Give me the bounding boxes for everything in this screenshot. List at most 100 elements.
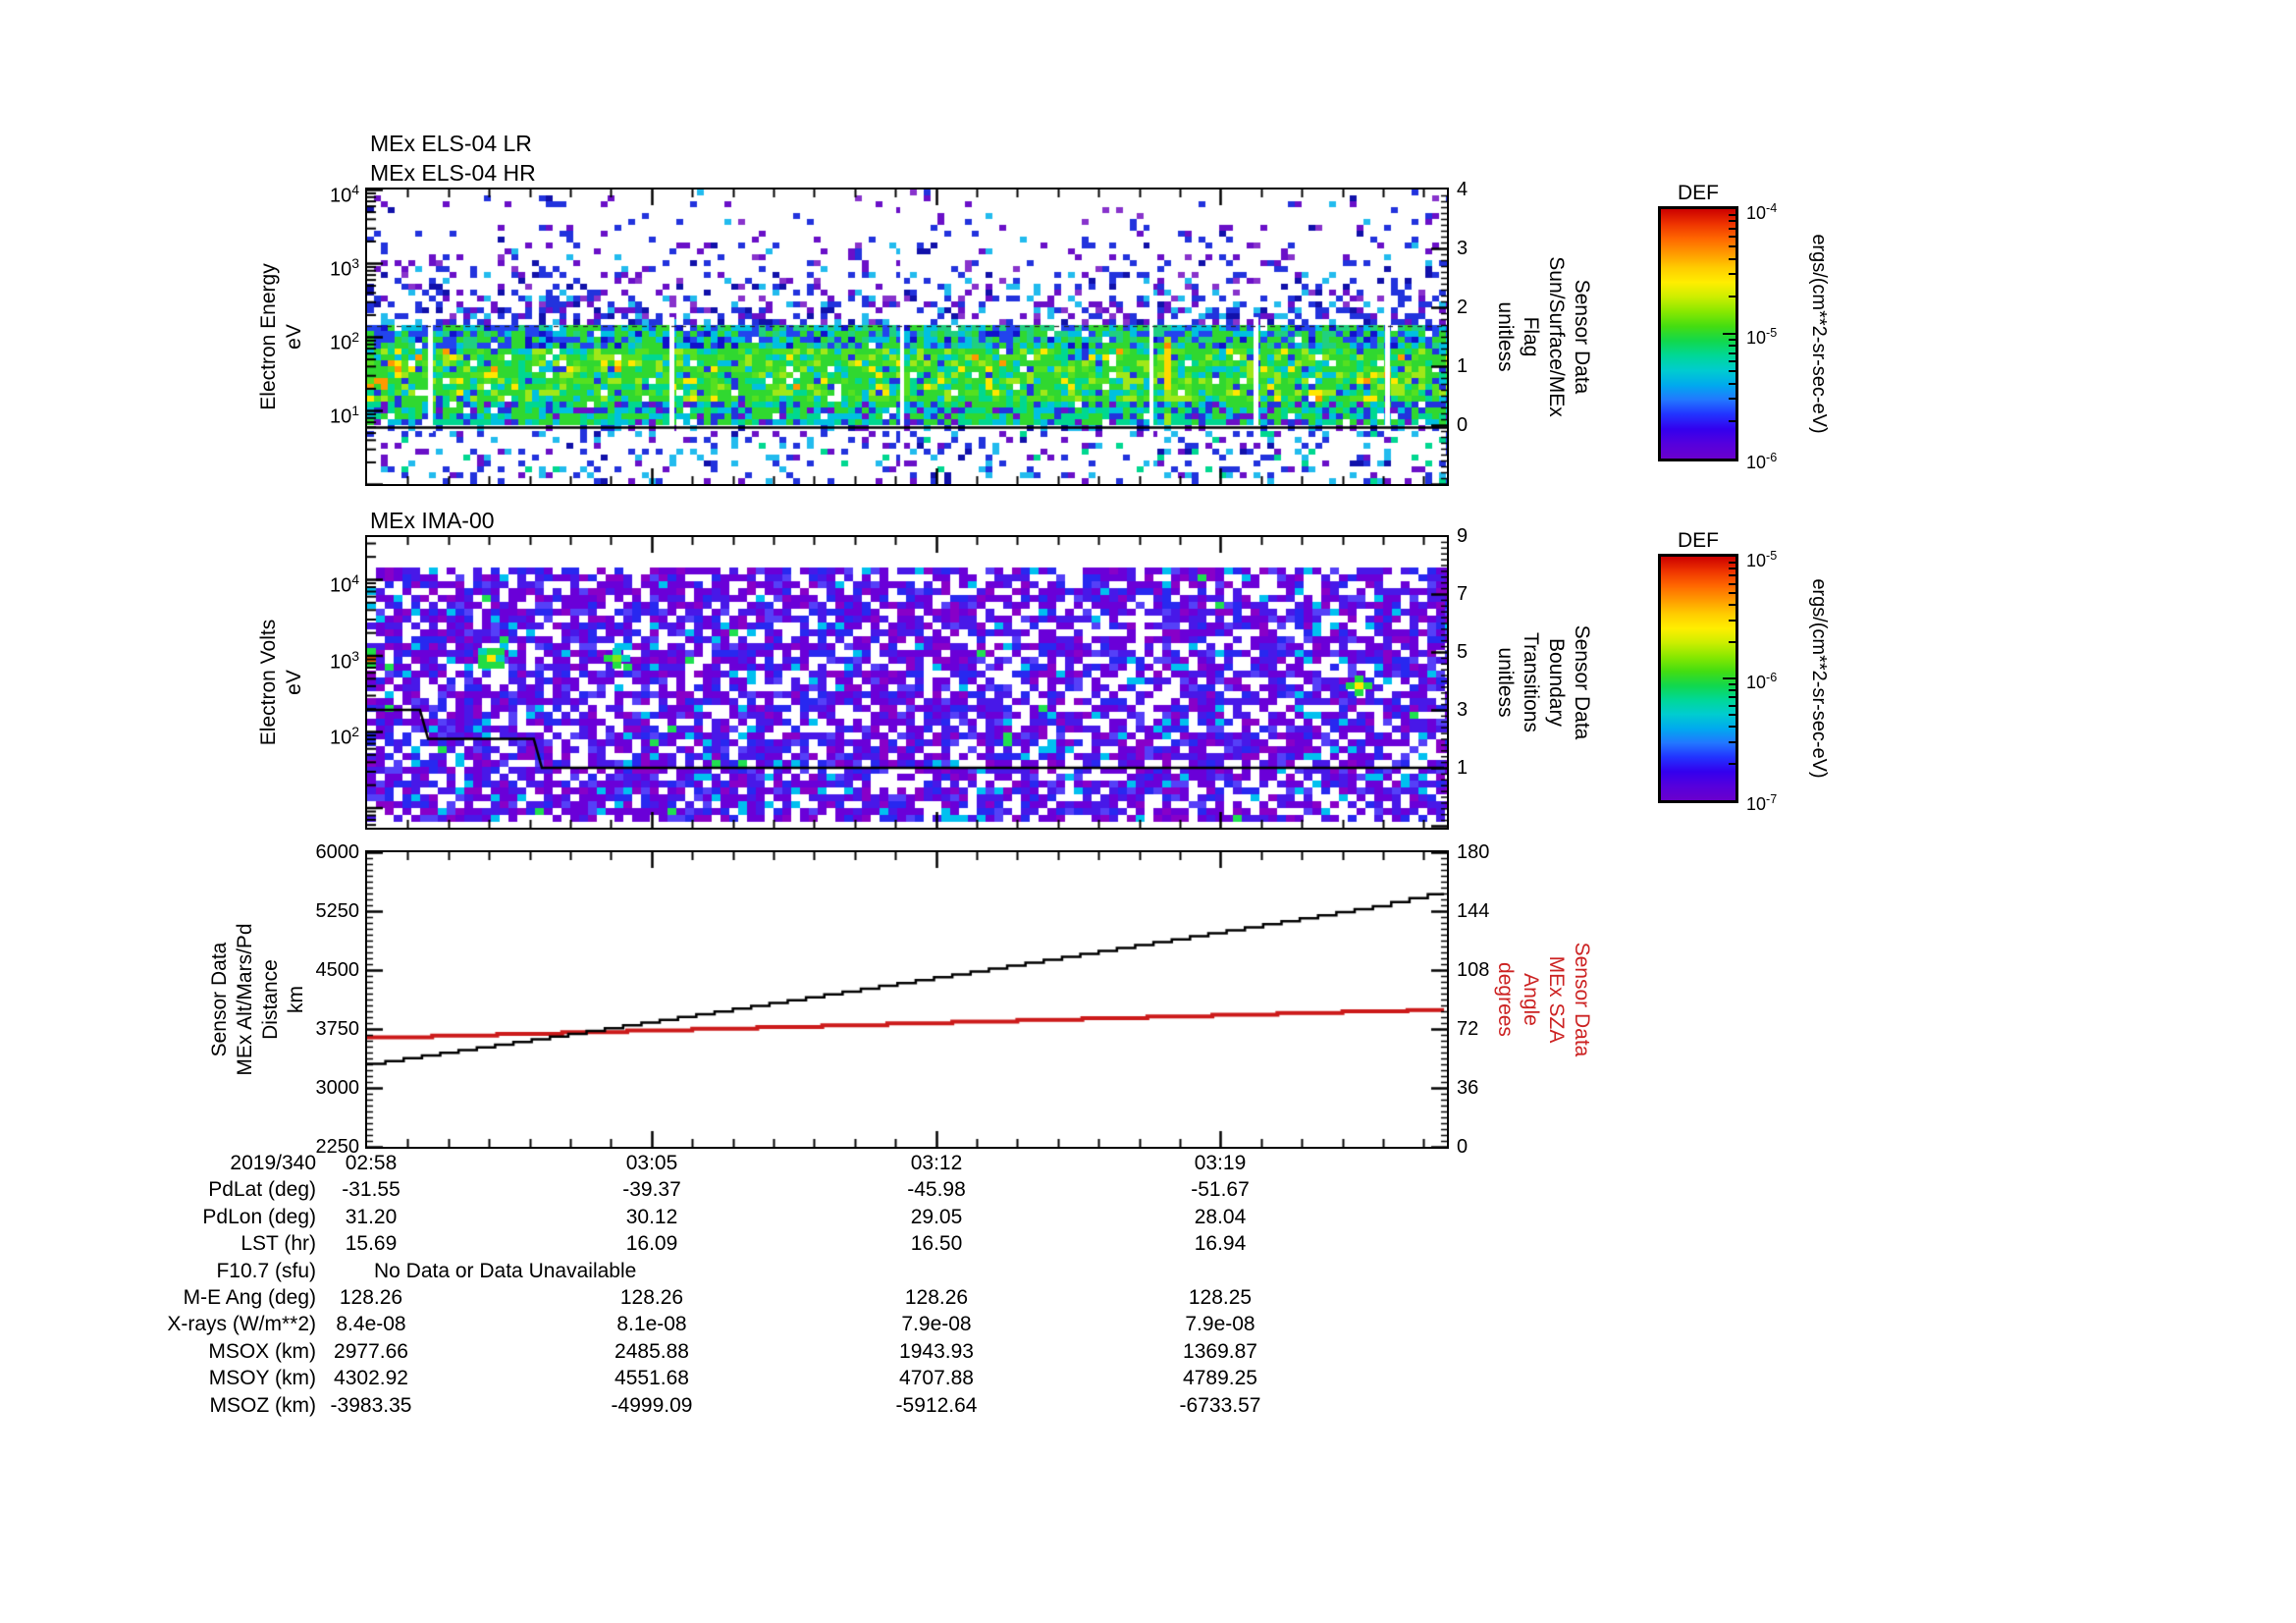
colorbar-tick xyxy=(1729,561,1735,564)
els-spectrogram-panel xyxy=(365,188,1449,486)
axis-label-line: Sensor Data xyxy=(208,942,231,1057)
colorbar-tick xyxy=(1729,762,1735,765)
table-row-label: PdLat (deg) xyxy=(208,1178,316,1202)
table-cell-value: 1369.87 xyxy=(1183,1339,1257,1363)
colorbar-tick xyxy=(1729,213,1735,216)
colorbar-tick xyxy=(1729,568,1735,570)
colorbar-tick xyxy=(1729,640,1735,643)
axis-label-line: Electron Volts xyxy=(257,619,280,746)
table-cell-value: -6733.57 xyxy=(1179,1393,1261,1417)
tick-label: 10-6 xyxy=(1746,671,1778,692)
tick-label: 36 xyxy=(1457,1077,1479,1099)
table-cell-value: 128.26 xyxy=(619,1286,684,1309)
els-spectrogram-canvas xyxy=(367,189,1447,484)
colorbar-ima xyxy=(1658,554,1738,803)
table-row-label: LST (hr) xyxy=(240,1232,316,1256)
colorbar-tick-major xyxy=(1723,677,1735,679)
colorbar-tick xyxy=(1729,704,1735,707)
tick-label: 103 xyxy=(329,255,359,281)
tick-label: 72 xyxy=(1457,1018,1479,1040)
table-row-label: X-rays (W/m**2) xyxy=(167,1313,316,1336)
table-cell-value: 03:19 xyxy=(1194,1152,1247,1174)
colorbar-tick xyxy=(1729,220,1735,223)
table-cell-value: -5912.64 xyxy=(895,1393,978,1417)
tick-label: 0 xyxy=(1457,414,1468,436)
tick-label: 3000 xyxy=(315,1077,360,1099)
table-row-label: MSOZ (km) xyxy=(209,1393,316,1417)
aux-lineplot-panel xyxy=(365,850,1449,1149)
table-cell-value: 7.9e-08 xyxy=(1185,1313,1255,1336)
colorbar-tick xyxy=(1729,604,1735,607)
colorbar-tick xyxy=(1729,726,1735,729)
tick-label: 10-5 xyxy=(1746,549,1778,570)
tick-label: 2 xyxy=(1457,297,1468,318)
colorbar-tick xyxy=(1729,257,1735,260)
axis-label-line: unitless xyxy=(1494,301,1517,372)
colorbar-ima-title: DEF xyxy=(1678,529,1719,552)
tick-label: 104 xyxy=(329,182,359,207)
table-cell-value: 4302.92 xyxy=(334,1367,408,1390)
tick-label: 101 xyxy=(329,403,359,428)
tick-label: 144 xyxy=(1457,900,1490,922)
sza-right-axis-label: Sensor Data MEx SZA Angle degrees xyxy=(1492,852,1594,1147)
axis-label-line: Flag xyxy=(1520,316,1542,357)
table-cell-value: -39.37 xyxy=(622,1178,681,1202)
axis-label-line: Sun/Surface/MEx xyxy=(1545,256,1568,417)
aux-y-axis-label: Sensor Data MEx Alt/Mars/Pd Distance km xyxy=(207,852,309,1147)
table-cell-value: 4551.68 xyxy=(614,1367,689,1390)
table-cell-value: 31.20 xyxy=(345,1205,398,1228)
table-cell-value: 128.26 xyxy=(339,1286,403,1309)
tick-label: 1 xyxy=(1457,757,1468,779)
tick-label: 102 xyxy=(329,724,359,749)
table-cell-value: 8.4e-08 xyxy=(336,1313,406,1336)
ima-title: MEx IMA-00 xyxy=(370,508,495,533)
colorbar-tick xyxy=(1729,370,1735,373)
table-row-label: MSOY (km) xyxy=(208,1367,316,1390)
colorbar-tick xyxy=(1729,352,1735,354)
axis-label-line: Distance xyxy=(259,959,282,1040)
table-cell-value: 29.05 xyxy=(910,1205,963,1228)
colorbar-tick xyxy=(1729,360,1735,363)
table-cell-value: 1943.93 xyxy=(899,1339,974,1363)
aux-lineplot-canvas xyxy=(367,852,1447,1147)
colorbar-tick xyxy=(1729,592,1735,595)
table-cell-value: 16.09 xyxy=(625,1232,678,1256)
tick-label: 3 xyxy=(1457,699,1468,721)
table-row-label: MSOX (km) xyxy=(208,1339,316,1363)
tick-label: 9 xyxy=(1457,525,1468,547)
table-cell-value: -51.67 xyxy=(1191,1178,1250,1202)
axis-label-line: Boundary xyxy=(1545,638,1568,727)
axis-label-line: Sensor Data xyxy=(1571,624,1593,740)
colorbar-tick xyxy=(1729,714,1735,717)
axis-label-line: Electron Energy xyxy=(257,263,280,410)
colorbar-els-title: DEF xyxy=(1678,182,1719,204)
axis-label-line: MEx Alt/Mars/Pd xyxy=(234,923,256,1076)
table-cell-value: -4999.09 xyxy=(611,1393,693,1417)
axis-label-line: Sensor Data xyxy=(1571,279,1593,395)
axis-label-line: Angle xyxy=(1520,973,1542,1026)
table-row-label: 2019/340 xyxy=(230,1152,316,1174)
table-cell-value: 03:12 xyxy=(910,1152,963,1174)
tick-label: 180 xyxy=(1457,841,1490,863)
table-cell-value: 7.9e-08 xyxy=(901,1313,972,1336)
table-cell-value: 2977.66 xyxy=(334,1339,408,1363)
colorbar-tick xyxy=(1729,382,1735,385)
ima-spectrogram-panel xyxy=(365,535,1449,830)
table-cell-value: 03:05 xyxy=(625,1152,678,1174)
els-title-lr: MEx ELS-04 LR xyxy=(370,131,532,156)
colorbar-els xyxy=(1658,206,1738,461)
tick-label: 2250 xyxy=(315,1136,360,1158)
table-cell-value: 4707.88 xyxy=(899,1367,974,1390)
table-cell-value: 2485.88 xyxy=(614,1339,689,1363)
colorbar-tick xyxy=(1729,574,1735,577)
table-cell-value: -31.55 xyxy=(342,1178,400,1202)
tick-label: 3 xyxy=(1457,238,1468,259)
tick-label: 108 xyxy=(1457,959,1490,981)
els-right-axis-label: Sensor Data Sun/Surface/MEx Flag unitless xyxy=(1492,189,1594,484)
tick-label: 104 xyxy=(329,571,359,597)
table-span-value: No Data or Data Unavailable xyxy=(374,1259,637,1282)
table-row-label: F10.7 (sfu) xyxy=(216,1259,316,1282)
axis-label-line: degrees xyxy=(1494,962,1517,1037)
tick-label: 6000 xyxy=(315,841,360,863)
tick-label: 10-6 xyxy=(1746,451,1778,472)
